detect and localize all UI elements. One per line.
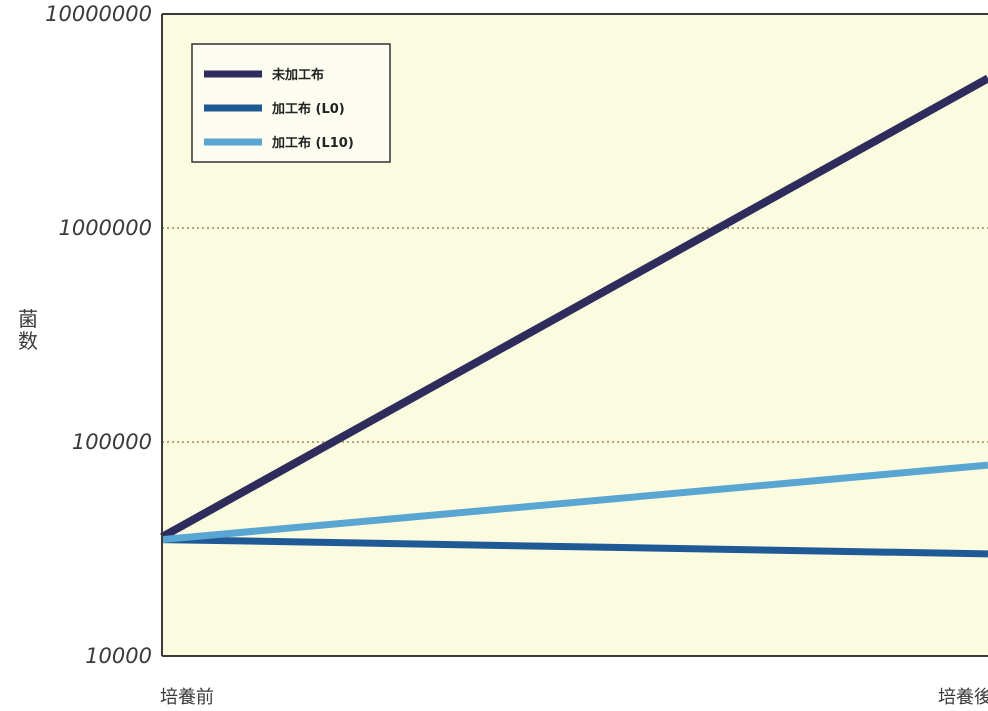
y-tick-label: 10000: [85, 644, 152, 668]
y-tick-labels: 10000 100000 1000000 10000000: [45, 2, 152, 668]
x-tick-labels: 培養前 培養後: [160, 687, 988, 708]
series-lines: [160, 74, 988, 558]
y-tick-label: 1000000: [58, 216, 152, 240]
y-tick-label: 100000: [72, 430, 152, 454]
legend-label: 未加工布: [271, 67, 324, 83]
series-line: [160, 74, 988, 541]
legend-label: 加工布 (L10): [271, 135, 354, 151]
legend-label: 加工布 (L0): [271, 101, 345, 117]
y-axis-label: 菌数: [18, 307, 38, 353]
y-tick-label: 10000000: [45, 2, 152, 26]
series-line: [161, 461, 988, 544]
axes: [161, 13, 988, 657]
x-tick-label: 培養後: [938, 687, 988, 708]
series-line: [161, 536, 988, 558]
x-tick-label: 培養前: [160, 687, 214, 708]
